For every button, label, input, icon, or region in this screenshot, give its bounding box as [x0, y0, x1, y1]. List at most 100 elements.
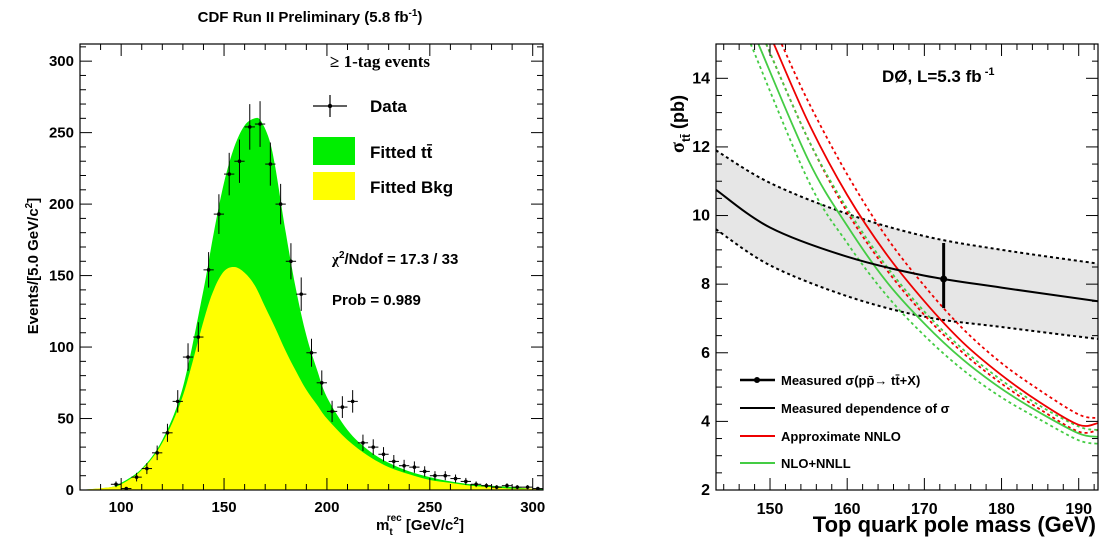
legend-label-measured: Measured σ(pp̄→ tt̄+X) — [781, 373, 920, 388]
data-point-marker — [412, 465, 417, 469]
data-point — [213, 194, 225, 234]
data-point-marker — [361, 441, 365, 445]
data-point-marker — [165, 431, 170, 435]
cdf-axes: 100 150 200 250 300 0 50 100 150 200 250 300 — [49, 44, 545, 516]
data-point — [234, 139, 245, 183]
data-point — [429, 471, 441, 481]
data-point-marker — [350, 399, 355, 404]
area-fitted-bkg — [80, 266, 543, 490]
legend-label-signal: Fitted tt̄ — [370, 143, 433, 162]
data-point — [172, 390, 183, 413]
d0-legend: Measured σ(pp̄→ tt̄+X) Measured dependen… — [740, 373, 950, 471]
data-point — [409, 461, 420, 473]
cdf-y-axis-label: Events/[5.0 GeV/c2] — [24, 198, 42, 334]
data-point-marker — [330, 409, 334, 414]
data-point-marker — [114, 482, 118, 487]
d0-y-tick-label: 6 — [701, 345, 710, 362]
d0-x-tick-label: 180 — [988, 501, 1015, 518]
data-point — [347, 390, 358, 413]
data-point — [388, 455, 399, 468]
data-point-marker — [237, 159, 242, 164]
data-point — [501, 483, 513, 489]
cdf-x-tick-label: 100 — [109, 499, 134, 516]
data-point-marker — [309, 350, 314, 355]
data-point-marker — [525, 485, 530, 489]
data-point — [378, 447, 389, 462]
cdf-fit-areas — [80, 117, 543, 490]
d0-curves — [716, 44, 1098, 445]
d0-x-tick-label: 170 — [911, 501, 938, 518]
data-point-marker — [134, 475, 139, 479]
data-point — [419, 466, 430, 477]
data-point — [141, 463, 153, 475]
curve-nlo-nnll-upper — [765, 44, 1098, 431]
legend-marker-data — [313, 95, 347, 117]
cdf-y-tick-label: 100 — [49, 339, 74, 356]
curve-measured-dependence-of-band-lower — [716, 228, 1098, 340]
cdf-x-tick-label: 150 — [212, 499, 237, 516]
data-point-marker — [319, 380, 324, 385]
data-point — [162, 423, 173, 442]
data-point — [512, 485, 523, 490]
data-point — [368, 439, 379, 455]
d0-y-tick-label: 14 — [692, 70, 710, 87]
cdf-legend-header: ≥ 1-tag events — [330, 52, 430, 71]
data-point — [440, 471, 451, 481]
data-point — [285, 243, 297, 280]
data-point — [152, 445, 163, 461]
data-point-marker — [422, 469, 427, 474]
data-point — [182, 343, 194, 371]
curve-nlo-nnll — [757, 44, 1098, 438]
data-point-marker — [443, 473, 448, 478]
legend-label-background: Fitted Bkg — [370, 178, 453, 197]
data-point — [275, 183, 286, 225]
d0-y-tick-label: 8 — [701, 276, 710, 293]
data-point-marker — [258, 122, 262, 126]
measurement-marker — [940, 275, 948, 283]
cdf-plot-frame — [79, 43, 544, 491]
data-point — [265, 142, 276, 186]
d0-measurement — [940, 242, 948, 309]
data-point-marker — [217, 212, 221, 216]
cdf-legend: ≥ 1-tag events Data Fitted tt̄ Fitted Bk… — [313, 52, 453, 200]
cdf-data-points — [110, 101, 543, 491]
cdf-title: CDF Run II Preliminary (5.8 fb-1) — [198, 8, 423, 26]
data-point — [306, 338, 317, 367]
data-point-marker — [227, 172, 231, 176]
data-point-marker — [186, 355, 190, 359]
data-point — [203, 252, 214, 288]
data-point — [244, 104, 255, 150]
data-point — [337, 396, 348, 418]
data-point — [470, 481, 482, 488]
legend-swatch-background — [313, 172, 355, 200]
data-point-marker — [392, 459, 396, 464]
d0-x-axis-label: Top quark pole mass (GeV) — [813, 512, 1096, 537]
legend-label-dependence: Measured dependence of σ — [781, 401, 950, 416]
d0-x-tick-label: 190 — [1065, 501, 1092, 518]
data-point-marker — [464, 479, 468, 484]
data-point-marker — [433, 473, 437, 478]
data-point-marker — [145, 466, 149, 471]
d0-y-tick-label: 12 — [692, 139, 710, 156]
data-point — [254, 101, 266, 147]
data-point — [110, 481, 122, 488]
data-point-marker — [515, 485, 520, 489]
curve-measured-dependence-of — [716, 188, 1098, 303]
data-point — [522, 485, 533, 490]
data-point-marker — [494, 485, 499, 489]
curve-nlo-nnll-lower — [749, 44, 1098, 445]
d0-title: DØ, L=5.3 fb -1 — [882, 66, 995, 86]
data-point — [450, 474, 461, 483]
data-point-marker — [268, 162, 273, 166]
data-point-marker — [484, 483, 489, 488]
data-point-marker — [453, 476, 458, 481]
data-point-marker — [340, 405, 345, 409]
cdf-y-tick-label: 0 — [66, 482, 74, 499]
legend-label-nlo-nnll: NLO+NNLL — [781, 456, 851, 471]
data-point-marker — [155, 451, 159, 455]
data-point — [296, 277, 307, 311]
data-point-marker — [289, 259, 293, 264]
cdf-y-tick-label: 250 — [49, 125, 74, 142]
d0-y-tick-label: 10 — [692, 208, 710, 225]
